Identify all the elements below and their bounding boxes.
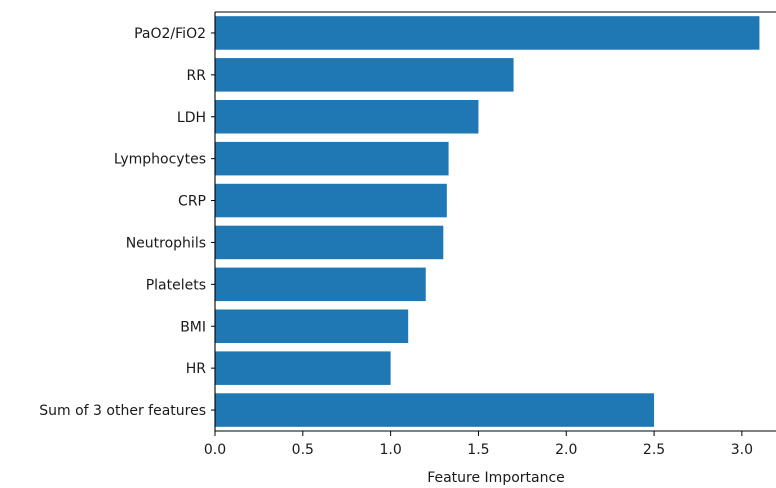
y-tick-label: LDH xyxy=(177,110,206,126)
y-tick-label: HR xyxy=(186,361,207,377)
x-tick-label: 0.0 xyxy=(204,442,226,458)
x-tick-label: 1.5 xyxy=(467,442,489,458)
bar-pao2-fio2 xyxy=(215,16,760,50)
bar-lymphocytes xyxy=(215,141,449,176)
bar-ldh xyxy=(215,99,479,134)
bar-crp xyxy=(215,183,447,218)
x-tick-label: 0.5 xyxy=(292,442,314,458)
x-axis-title: Feature Importance xyxy=(427,470,565,486)
y-tick-label: Neutrophils xyxy=(126,235,206,251)
y-axis-ticks: PaO2/FiO2 RR LDH Lymphocytes CRP Neutrophils P… xyxy=(39,26,215,419)
y-tick-label: Sum of 3 other features xyxy=(39,403,206,419)
y-tick-label: RR xyxy=(187,68,207,84)
y-tick-label: PaO2/FiO2 xyxy=(134,26,206,42)
x-tick-label: 2.0 xyxy=(555,442,577,458)
x-tick-label: 1.0 xyxy=(379,442,401,458)
axes-frame xyxy=(214,11,776,432)
x-axis-ticks: 0.0 0.5 1.0 1.5 2.0 2.5 3.0 xyxy=(204,431,753,458)
bar-neutrophils xyxy=(215,225,444,260)
x-tick-label: 3.0 xyxy=(731,442,753,458)
x-tick-label: 2.5 xyxy=(643,442,665,458)
y-tick-label: Lymphocytes xyxy=(114,152,206,168)
bar-bmi xyxy=(215,309,409,344)
y-tick-label: Platelets xyxy=(146,277,206,293)
bar-hr xyxy=(215,351,391,385)
y-tick-label: BMI xyxy=(180,319,206,335)
bar-platelets xyxy=(215,267,426,302)
bar-sum-of-3-other-features xyxy=(215,393,655,427)
bar-rr xyxy=(215,58,514,92)
y-tick-label: CRP xyxy=(178,194,206,210)
bars-group xyxy=(215,16,760,427)
